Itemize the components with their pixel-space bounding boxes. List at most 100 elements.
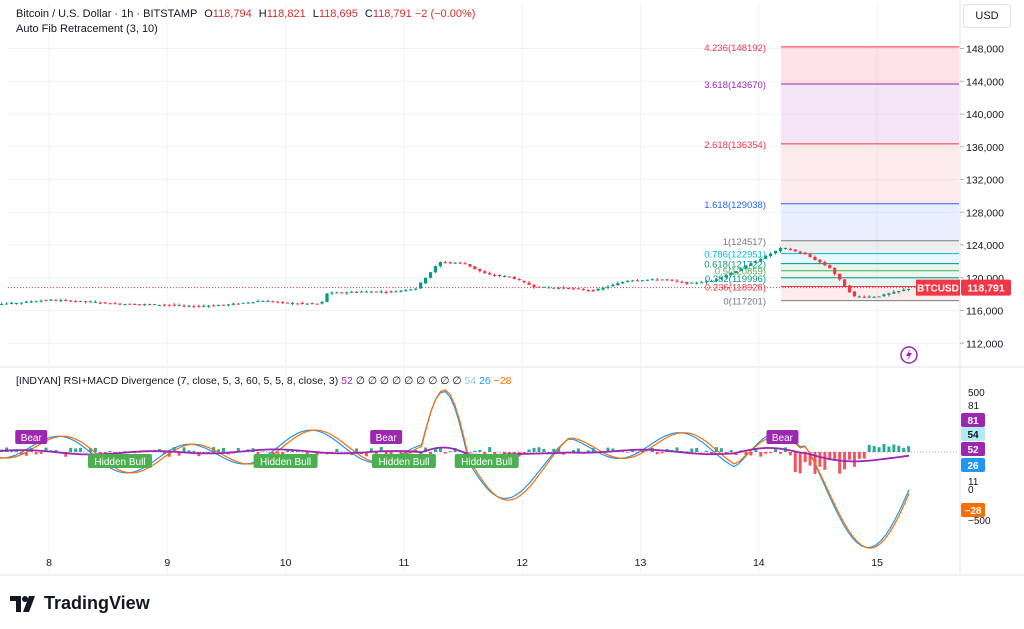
- y-tick-label: 128,000: [966, 207, 1004, 219]
- candle-body: [256, 301, 260, 303]
- candle-body: [187, 305, 191, 307]
- lower-indicator-title[interactable]: [INDYAN] RSI+MACD Divergence (7, close, …: [16, 375, 339, 387]
- candle-body: [24, 301, 28, 303]
- histogram-bar: [39, 452, 43, 454]
- change-value: −2 (−0.00%): [414, 8, 476, 20]
- histogram-bar: [276, 452, 280, 454]
- histogram-bar: [364, 452, 368, 457]
- histogram-bar: [192, 450, 196, 452]
- fib-indicator-name[interactable]: Auto Fib Retracement (3, 10): [16, 23, 158, 35]
- candle-body: [788, 248, 792, 251]
- candle-body: [872, 296, 876, 298]
- indicator-value-badge-bg: [961, 413, 985, 427]
- candle-body: [902, 289, 906, 291]
- candle-body: [44, 300, 48, 302]
- y-tick-label: 144,000: [966, 76, 1004, 88]
- candle-body: [778, 248, 783, 252]
- bear-signal-label: Bear: [21, 433, 43, 444]
- candle-body: [359, 291, 364, 293]
- candle-body: [182, 305, 186, 307]
- candle-body: [773, 250, 778, 254]
- fib-band: [781, 46, 959, 84]
- candle-body: [571, 288, 576, 290]
- candle-body: [818, 259, 822, 263]
- bear-signal-bg: [370, 430, 403, 444]
- candle-body: [14, 303, 19, 305]
- candle-body: [167, 304, 171, 306]
- y-tick-label: 148,000: [966, 44, 1004, 56]
- histogram-bar: [867, 444, 871, 452]
- candle-body: [581, 289, 585, 291]
- candle-body: [389, 291, 393, 293]
- candle-body: [842, 279, 847, 287]
- x-tick-label: 14: [753, 557, 765, 569]
- fib-level-label: 0.786(122951): [704, 250, 766, 261]
- lower-indicator-values: 52 ∅ ∅ ∅ ∅ ∅ ∅ ∅ ∅ ∅ 54 26 −28: [341, 375, 511, 387]
- fib-level-label: 2.618(136354): [704, 140, 766, 151]
- candle-body: [74, 301, 78, 303]
- candle-body: [354, 291, 359, 293]
- hidden-bull-signal-bg: [253, 454, 318, 468]
- candle-body: [665, 279, 669, 281]
- candle-body: [192, 306, 196, 308]
- histogram-bar: [315, 452, 319, 456]
- histogram-bar: [374, 452, 378, 455]
- candle-body: [695, 282, 699, 284]
- candle-body: [212, 305, 216, 307]
- histogram-bar: [838, 452, 842, 474]
- histogram-bar: [79, 447, 83, 452]
- candle-body: [907, 288, 911, 290]
- histogram-bar: [54, 449, 58, 452]
- candle-body: [793, 249, 797, 252]
- candle-body: [852, 291, 857, 297]
- candle-body: [330, 292, 334, 294]
- candle-body: [374, 291, 378, 293]
- candle-body: [113, 303, 117, 305]
- histogram-bar: [443, 452, 447, 454]
- candle-body: [231, 303, 235, 305]
- candle-body: [261, 301, 265, 303]
- candle-body: [202, 305, 206, 307]
- low-value: 118,695: [318, 8, 358, 20]
- candle-body: [729, 272, 733, 275]
- x-tick-label: 10: [280, 557, 292, 569]
- candle-body: [118, 303, 122, 305]
- indicator-value-badge-bg: [961, 458, 985, 472]
- indicator-legend-value: ∅: [352, 375, 365, 387]
- tradingview-logo[interactable]: TradingView: [10, 593, 150, 614]
- candle-body: [177, 305, 181, 307]
- tradingview-logo-icon: [10, 595, 35, 612]
- symbol-title[interactable]: Bitcoin / U.S. Dollar · 1h · BITSTAMP: [16, 8, 198, 20]
- candle-body: [428, 272, 433, 278]
- histogram-bar: [93, 447, 97, 452]
- histogram-bar: [261, 451, 265, 452]
- fib-band: [781, 286, 959, 301]
- histogram-bar: [872, 445, 876, 452]
- currency-button[interactable]: USD: [963, 4, 1011, 28]
- indicator-value-badge: 81: [967, 416, 979, 427]
- indicator-value-badge: −28: [965, 506, 982, 517]
- histogram-bar: [448, 451, 452, 452]
- candle-body: [305, 303, 309, 305]
- candle-body: [488, 273, 492, 275]
- histogram-bar: [438, 447, 442, 452]
- lightning-icon[interactable]: [900, 346, 918, 364]
- histogram-bar: [744, 452, 748, 456]
- hidden-bull-signal-label: Hidden Bull: [94, 457, 145, 468]
- bear-signal-bg: [15, 430, 48, 444]
- histogram-bar: [419, 452, 423, 455]
- candle-body: [803, 252, 807, 255]
- histogram-bar: [10, 451, 14, 452]
- histogram-bar: [256, 452, 260, 455]
- chart-legend: Bitcoin / U.S. Dollar · 1h · BITSTAMP O1…: [16, 8, 476, 20]
- candle-body: [221, 304, 226, 306]
- candle-body: [566, 287, 571, 289]
- candle-body: [838, 273, 842, 280]
- indicator-y-tick-label: 500: [968, 388, 985, 399]
- candle-body: [522, 280, 526, 283]
- fib-level-label: 1.618(129038): [704, 200, 766, 211]
- histogram-bar: [507, 452, 511, 455]
- histogram-bar: [586, 450, 590, 452]
- candle-body: [769, 253, 773, 257]
